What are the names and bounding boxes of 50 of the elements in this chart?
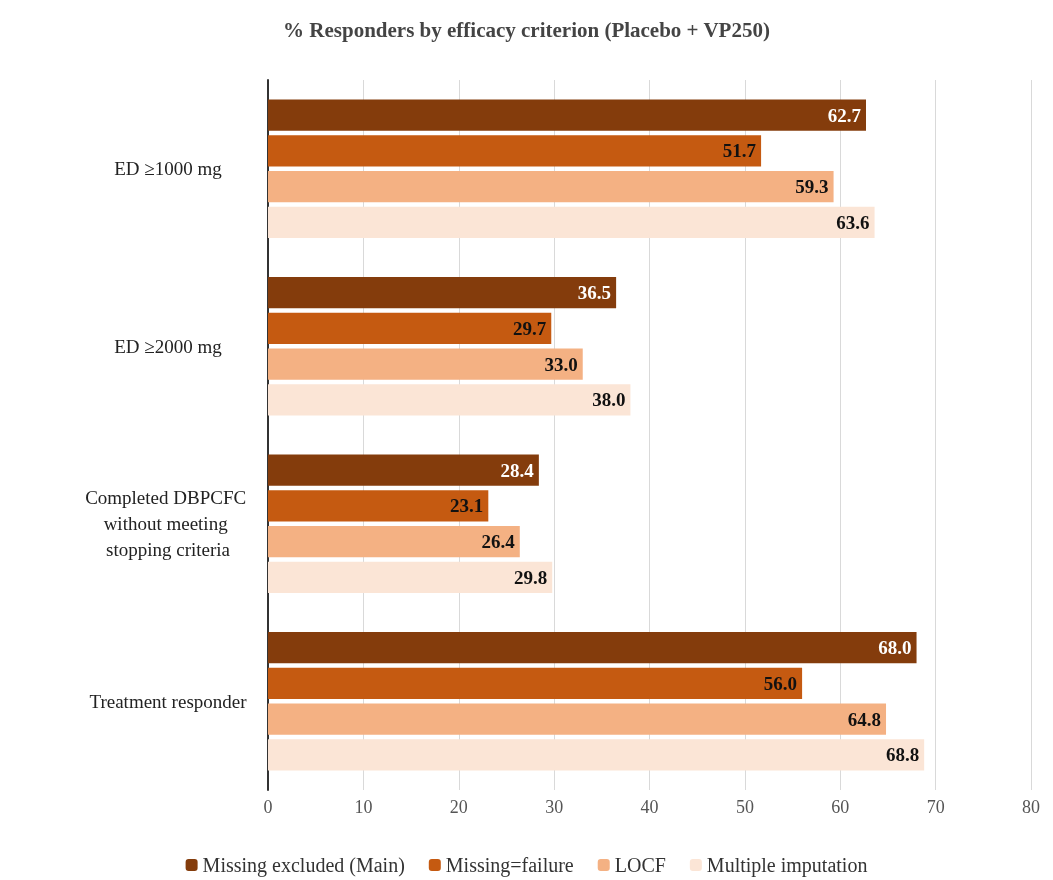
legend-label: Multiple imputation [706, 854, 868, 877]
x-tick-label: 60 [831, 797, 850, 817]
data-label: 68.0 [878, 637, 912, 659]
bar [268, 561, 553, 593]
x-tick-label: 70 [926, 797, 945, 817]
bar [268, 206, 875, 238]
bar [268, 703, 887, 735]
x-tick-label: 50 [735, 797, 754, 817]
x-tick-label: 40 [640, 797, 659, 817]
data-label: 51.7 [722, 140, 757, 162]
chart-title: % Responders by efficacy criterion (Placebo + VP250) [283, 17, 770, 42]
x-tick-label: 20 [449, 797, 468, 817]
data-label: 26.4 [481, 531, 516, 553]
legend-label: LOCF [614, 854, 666, 876]
bar [268, 632, 917, 664]
data-label: 33.0 [544, 353, 578, 375]
x-tick-label: 10 [354, 797, 373, 817]
data-label: 29.7 [513, 317, 547, 339]
data-label: 23.1 [450, 495, 484, 517]
data-label: 59.3 [795, 176, 829, 198]
bar [268, 667, 803, 699]
bar [268, 277, 617, 309]
x-tick-label: 80 [1022, 797, 1040, 817]
bar [268, 171, 834, 203]
data-label: 63.6 [836, 211, 870, 233]
bar [268, 526, 520, 558]
data-label: 36.5 [577, 282, 612, 304]
bar [268, 384, 631, 416]
legend-label: Missing excluded (Main) [202, 854, 405, 877]
bar [268, 454, 539, 486]
data-label: 38.0 [592, 389, 626, 411]
data-label: 29.8 [513, 566, 548, 588]
bar [268, 490, 489, 522]
y-tick-label: ED ≥1000 mg [114, 158, 223, 180]
bar [268, 312, 552, 344]
y-tick-label: Treatment responder [89, 690, 248, 712]
data-label: 28.4 [500, 459, 535, 481]
legend-label: Missing=failure [445, 854, 574, 877]
x-tick-label: 0 [263, 797, 273, 817]
data-label: 64.8 [847, 708, 882, 730]
y-tick-label: ED ≥2000 mg [114, 335, 223, 357]
bar [268, 99, 866, 131]
data-label: 56.0 [763, 672, 798, 694]
data-label: 62.7 [827, 104, 862, 126]
y-tick-label: Completed DBPCFC without meeting stopping criteria [85, 487, 251, 561]
data-label: 68.8 [885, 744, 920, 766]
bar [268, 739, 925, 771]
bar [268, 348, 583, 380]
x-tick-label: 30 [545, 797, 564, 817]
bar [268, 135, 762, 167]
